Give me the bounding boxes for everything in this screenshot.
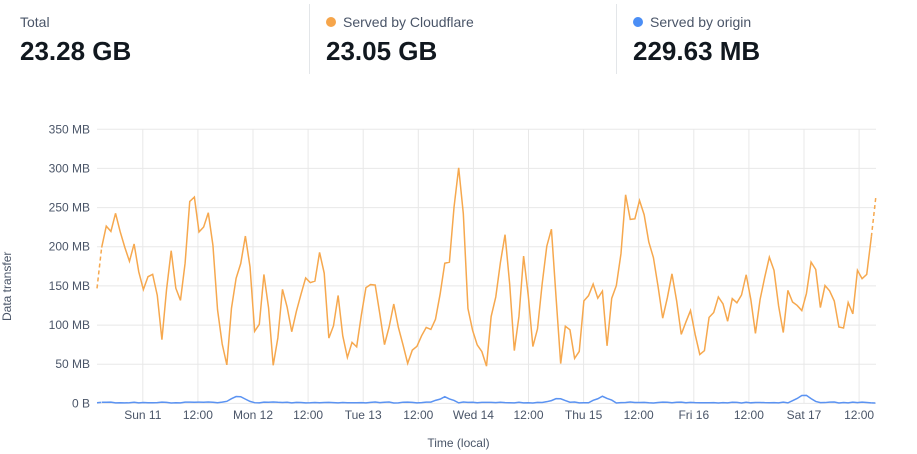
svg-text:12:00: 12:00 [183,408,213,422]
svg-text:150 MB: 150 MB [49,279,90,293]
svg-text:0 B: 0 B [72,396,90,410]
svg-text:Mon 12: Mon 12 [233,408,273,422]
svg-text:Tue 13: Tue 13 [345,408,382,422]
svg-text:300 MB: 300 MB [49,161,90,175]
svg-text:Thu 15: Thu 15 [565,408,603,422]
svg-text:12:00: 12:00 [293,408,323,422]
svg-text:Wed 14: Wed 14 [453,408,494,422]
svg-text:12:00: 12:00 [624,408,654,422]
svg-text:12:00: 12:00 [844,408,874,422]
svg-text:350 MB: 350 MB [49,122,90,136]
svg-text:12:00: 12:00 [513,408,543,422]
svg-text:Sat 17: Sat 17 [787,408,822,422]
svg-text:Sun 11: Sun 11 [124,408,161,422]
svg-text:12:00: 12:00 [734,408,764,422]
svg-text:12:00: 12:00 [403,408,433,422]
svg-text:200 MB: 200 MB [49,240,90,254]
svg-text:50 MB: 50 MB [55,357,90,371]
svg-text:100 MB: 100 MB [49,318,90,332]
svg-text:Fri 16: Fri 16 [678,408,709,422]
svg-text:250 MB: 250 MB [49,201,90,215]
